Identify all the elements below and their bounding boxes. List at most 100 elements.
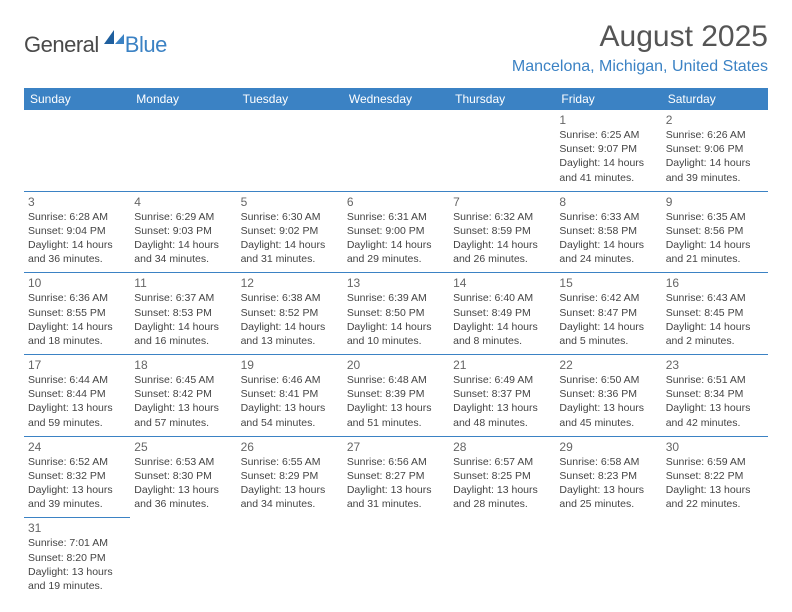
day-number: 17	[28, 358, 126, 372]
day-info: Sunrise: 6:26 AMSunset: 9:06 PMDaylight:…	[666, 128, 764, 185]
day-number: 5	[241, 195, 339, 209]
day-number: 25	[134, 440, 232, 454]
day-info: Sunrise: 6:38 AMSunset: 8:52 PMDaylight:…	[241, 291, 339, 348]
day-info: Sunrise: 6:50 AMSunset: 8:36 PMDaylight:…	[559, 373, 657, 430]
day-number: 27	[347, 440, 445, 454]
calendar-cell: 6Sunrise: 6:31 AMSunset: 9:00 PMDaylight…	[343, 191, 449, 273]
weekday-header: Sunday	[24, 88, 130, 110]
day-number: 12	[241, 276, 339, 290]
logo-text-blue: Blue	[125, 32, 167, 58]
calendar-cell: 30Sunrise: 6:59 AMSunset: 8:22 PMDayligh…	[662, 436, 768, 518]
calendar-table: SundayMondayTuesdayWednesdayThursdayFrid…	[24, 88, 768, 599]
calendar-cell: 5Sunrise: 6:30 AMSunset: 9:02 PMDaylight…	[237, 191, 343, 273]
day-info: Sunrise: 6:29 AMSunset: 9:03 PMDaylight:…	[134, 210, 232, 267]
day-info: Sunrise: 6:30 AMSunset: 9:02 PMDaylight:…	[241, 210, 339, 267]
calendar-cell: 21Sunrise: 6:49 AMSunset: 8:37 PMDayligh…	[449, 355, 555, 437]
calendar-cell	[343, 518, 449, 599]
weekday-header: Thursday	[449, 88, 555, 110]
location-label: Mancelona, Michigan, United States	[512, 58, 768, 76]
day-info: Sunrise: 7:01 AMSunset: 8:20 PMDaylight:…	[28, 536, 126, 593]
day-number: 6	[347, 195, 445, 209]
day-number: 13	[347, 276, 445, 290]
calendar-cell: 1Sunrise: 6:25 AMSunset: 9:07 PMDaylight…	[555, 110, 661, 191]
calendar-cell: 14Sunrise: 6:40 AMSunset: 8:49 PMDayligh…	[449, 273, 555, 355]
calendar-cell: 16Sunrise: 6:43 AMSunset: 8:45 PMDayligh…	[662, 273, 768, 355]
weekday-header: Wednesday	[343, 88, 449, 110]
day-info: Sunrise: 6:35 AMSunset: 8:56 PMDaylight:…	[666, 210, 764, 267]
day-number: 2	[666, 113, 764, 127]
day-info: Sunrise: 6:44 AMSunset: 8:44 PMDaylight:…	[28, 373, 126, 430]
calendar-cell: 24Sunrise: 6:52 AMSunset: 8:32 PMDayligh…	[24, 436, 130, 518]
day-number: 28	[453, 440, 551, 454]
day-number: 14	[453, 276, 551, 290]
day-number: 22	[559, 358, 657, 372]
calendar-cell: 17Sunrise: 6:44 AMSunset: 8:44 PMDayligh…	[24, 355, 130, 437]
weekday-header: Saturday	[662, 88, 768, 110]
calendar-cell: 9Sunrise: 6:35 AMSunset: 8:56 PMDaylight…	[662, 191, 768, 273]
calendar-cell: 23Sunrise: 6:51 AMSunset: 8:34 PMDayligh…	[662, 355, 768, 437]
calendar-cell: 11Sunrise: 6:37 AMSunset: 8:53 PMDayligh…	[130, 273, 236, 355]
calendar-cell: 26Sunrise: 6:55 AMSunset: 8:29 PMDayligh…	[237, 436, 343, 518]
day-info: Sunrise: 6:25 AMSunset: 9:07 PMDaylight:…	[559, 128, 657, 185]
calendar-cell: 18Sunrise: 6:45 AMSunset: 8:42 PMDayligh…	[130, 355, 236, 437]
day-number: 4	[134, 195, 232, 209]
day-info: Sunrise: 6:46 AMSunset: 8:41 PMDaylight:…	[241, 373, 339, 430]
day-number: 11	[134, 276, 232, 290]
logo-text-general: General	[24, 32, 99, 58]
day-number: 8	[559, 195, 657, 209]
day-info: Sunrise: 6:59 AMSunset: 8:22 PMDaylight:…	[666, 455, 764, 512]
day-number: 16	[666, 276, 764, 290]
day-info: Sunrise: 6:42 AMSunset: 8:47 PMDaylight:…	[559, 291, 657, 348]
weekday-header: Friday	[555, 88, 661, 110]
day-info: Sunrise: 6:28 AMSunset: 9:04 PMDaylight:…	[28, 210, 126, 267]
calendar-cell: 10Sunrise: 6:36 AMSunset: 8:55 PMDayligh…	[24, 273, 130, 355]
day-info: Sunrise: 6:36 AMSunset: 8:55 PMDaylight:…	[28, 291, 126, 348]
day-number: 19	[241, 358, 339, 372]
calendar-cell: 4Sunrise: 6:29 AMSunset: 9:03 PMDaylight…	[130, 191, 236, 273]
day-number: 10	[28, 276, 126, 290]
day-info: Sunrise: 6:45 AMSunset: 8:42 PMDaylight:…	[134, 373, 232, 430]
calendar-cell	[343, 110, 449, 191]
calendar-header-row: SundayMondayTuesdayWednesdayThursdayFrid…	[24, 88, 768, 110]
calendar-cell	[130, 518, 236, 599]
day-number: 18	[134, 358, 232, 372]
day-number: 30	[666, 440, 764, 454]
calendar-cell	[449, 518, 555, 599]
calendar-cell	[24, 110, 130, 191]
day-number: 21	[453, 358, 551, 372]
day-info: Sunrise: 6:32 AMSunset: 8:59 PMDaylight:…	[453, 210, 551, 267]
calendar-body: 1Sunrise: 6:25 AMSunset: 9:07 PMDaylight…	[24, 110, 768, 599]
day-number: 31	[28, 521, 126, 535]
day-info: Sunrise: 6:56 AMSunset: 8:27 PMDaylight:…	[347, 455, 445, 512]
day-number: 23	[666, 358, 764, 372]
weekday-header: Monday	[130, 88, 236, 110]
calendar-cell	[237, 518, 343, 599]
calendar-cell	[555, 518, 661, 599]
weekday-header: Tuesday	[237, 88, 343, 110]
calendar-cell: 12Sunrise: 6:38 AMSunset: 8:52 PMDayligh…	[237, 273, 343, 355]
calendar-cell: 7Sunrise: 6:32 AMSunset: 8:59 PMDaylight…	[449, 191, 555, 273]
logo: General Blue	[24, 28, 167, 61]
day-number: 26	[241, 440, 339, 454]
day-number: 15	[559, 276, 657, 290]
calendar-cell: 27Sunrise: 6:56 AMSunset: 8:27 PMDayligh…	[343, 436, 449, 518]
day-number: 7	[453, 195, 551, 209]
day-info: Sunrise: 6:51 AMSunset: 8:34 PMDaylight:…	[666, 373, 764, 430]
day-info: Sunrise: 6:55 AMSunset: 8:29 PMDaylight:…	[241, 455, 339, 512]
calendar-cell	[130, 110, 236, 191]
calendar-cell: 28Sunrise: 6:57 AMSunset: 8:25 PMDayligh…	[449, 436, 555, 518]
calendar-cell: 8Sunrise: 6:33 AMSunset: 8:58 PMDaylight…	[555, 191, 661, 273]
day-info: Sunrise: 6:40 AMSunset: 8:49 PMDaylight:…	[453, 291, 551, 348]
calendar-cell: 13Sunrise: 6:39 AMSunset: 8:50 PMDayligh…	[343, 273, 449, 355]
day-number: 9	[666, 195, 764, 209]
day-info: Sunrise: 6:58 AMSunset: 8:23 PMDaylight:…	[559, 455, 657, 512]
logo-sail-icon	[102, 28, 126, 51]
day-info: Sunrise: 6:48 AMSunset: 8:39 PMDaylight:…	[347, 373, 445, 430]
day-number: 24	[28, 440, 126, 454]
day-number: 29	[559, 440, 657, 454]
day-info: Sunrise: 6:49 AMSunset: 8:37 PMDaylight:…	[453, 373, 551, 430]
day-info: Sunrise: 6:33 AMSunset: 8:58 PMDaylight:…	[559, 210, 657, 267]
day-number: 3	[28, 195, 126, 209]
day-info: Sunrise: 6:31 AMSunset: 9:00 PMDaylight:…	[347, 210, 445, 267]
day-info: Sunrise: 6:37 AMSunset: 8:53 PMDaylight:…	[134, 291, 232, 348]
